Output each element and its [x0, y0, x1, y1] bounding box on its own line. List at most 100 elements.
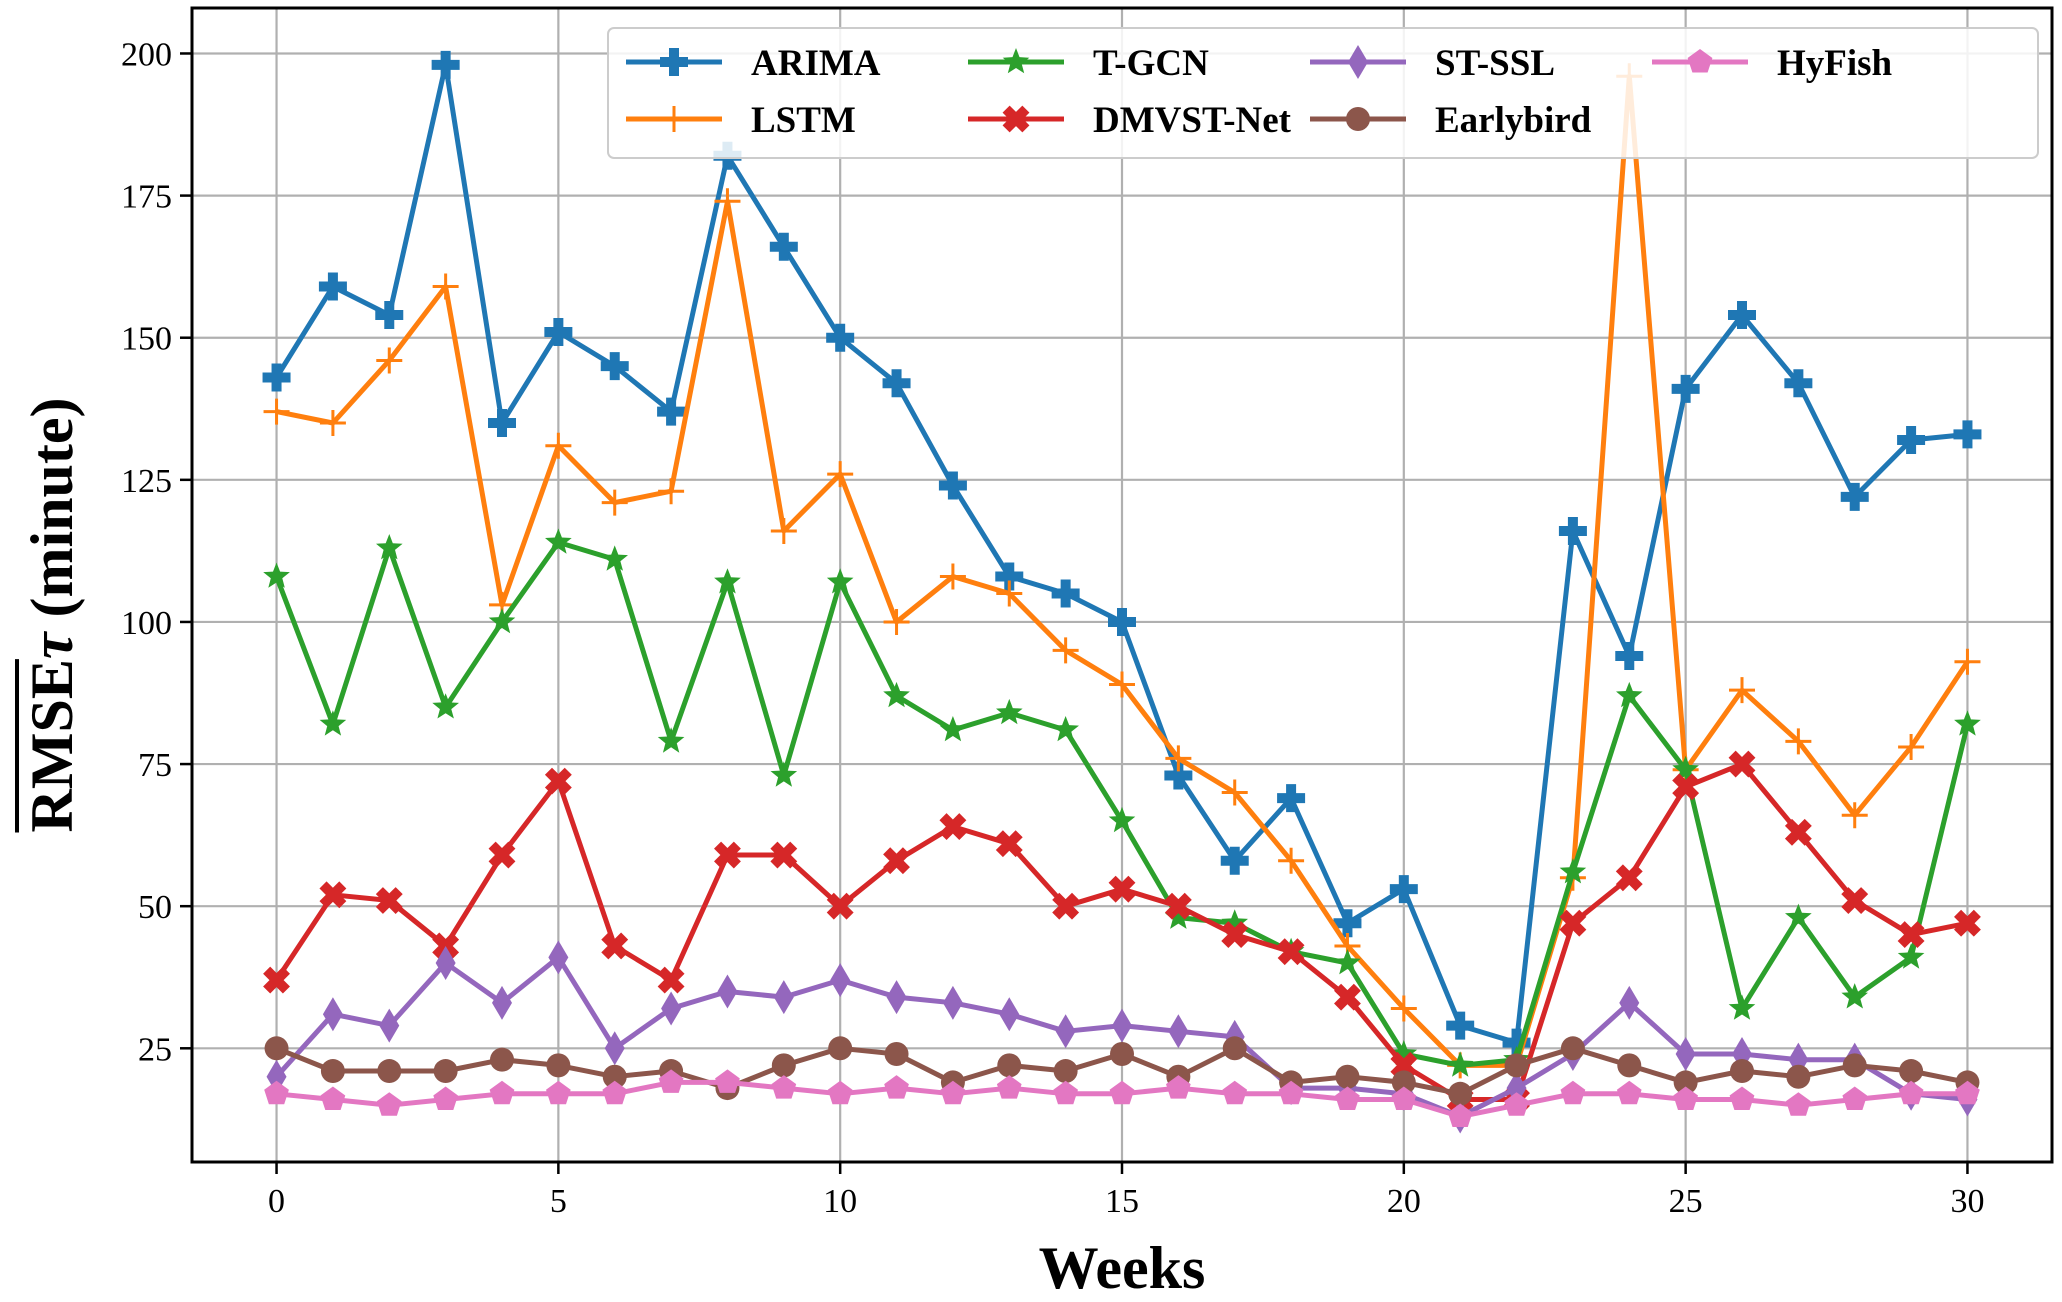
data-point-t-gcn	[1559, 858, 1587, 884]
data-point-dmvst-net	[939, 813, 967, 841]
data-point-dmvst-net	[319, 881, 347, 909]
data-point-lstm	[1109, 671, 1135, 698]
data-point-t-gcn	[1785, 903, 1812, 929]
data-point-earlybird	[546, 1053, 571, 1078]
data-point-hyfish	[715, 1069, 740, 1093]
data-point-hyfish	[1955, 1080, 1980, 1105]
data-point-t-gcn	[1165, 903, 1192, 929]
data-point-dmvst-net	[375, 887, 403, 914]
y-tick-label: 150	[121, 321, 172, 358]
data-point-dmvst-net	[995, 830, 1023, 858]
legend-label: HyFish	[1777, 43, 1893, 84]
data-point-hyfish	[996, 1075, 1022, 1099]
data-point-t-gcn	[714, 568, 741, 594]
data-point-st-ssl	[1675, 1036, 1696, 1071]
y-axis-title-subscript: τ	[19, 630, 85, 659]
data-point-lstm	[658, 478, 685, 505]
data-point-lstm	[883, 608, 910, 635]
data-point-hyfish	[1729, 1086, 1755, 1110]
data-point-t-gcn	[770, 761, 798, 787]
x-tick-label: 15	[1105, 1183, 1139, 1220]
data-point-arima	[262, 363, 291, 392]
legend-label: T-GCN	[1093, 43, 1209, 84]
data-point-dmvst-net	[544, 767, 572, 795]
data-point-arima	[1446, 1011, 1475, 1040]
data-point-earlybird	[1730, 1059, 1754, 1084]
data-point-t-gcn	[432, 693, 459, 719]
data-point-earlybird	[884, 1041, 909, 1066]
data-point-lstm	[601, 489, 628, 516]
data-point-arima	[1840, 482, 1869, 511]
data-point-st-ssl	[604, 1031, 625, 1066]
data-point-lstm	[319, 409, 346, 436]
data-point-hyfish	[1335, 1086, 1360, 1110]
legend-marker	[660, 48, 688, 76]
data-point-t-gcn	[1728, 994, 1756, 1020]
data-point-arima	[600, 352, 629, 381]
data-point-lstm	[545, 432, 572, 459]
data-point-t-gcn	[1616, 681, 1643, 708]
legend-marker	[1002, 48, 1030, 74]
data-point-lstm	[1729, 677, 1755, 704]
data-point-lstm	[1165, 745, 1192, 772]
svg-text:RMSEτ (minute): RMSEτ (minute)	[19, 398, 85, 833]
data-point-st-ssl	[717, 974, 738, 1009]
series-earlybird	[264, 1036, 1980, 1106]
data-point-hyfish	[1673, 1086, 1698, 1110]
data-point-dmvst-net	[1390, 1051, 1418, 1079]
data-point-arima	[1615, 642, 1644, 671]
data-point-lstm	[1278, 847, 1305, 874]
data-point-t-gcn	[319, 710, 347, 736]
series-hyfish	[264, 1069, 1980, 1127]
data-point-st-ssl	[548, 940, 569, 975]
legend-entry-t-gcn: T-GCN	[968, 43, 1209, 84]
data-point-dmvst-net	[1954, 909, 1981, 937]
x-tick-label: 10	[823, 1183, 857, 1220]
x-tick-label: 5	[550, 1183, 567, 1220]
data-point-lstm	[996, 580, 1023, 607]
legend-entry-earlybird: Earlybird	[1310, 100, 1592, 141]
legend-label: ARIMA	[751, 43, 881, 84]
data-point-t-gcn	[376, 534, 403, 560]
data-point-hyfish	[771, 1075, 797, 1099]
legend: ARIMA LSTM T-GCN DMVST-Net ST-SSL Earlybird Hy…	[607, 27, 2039, 159]
y-tick-label: 50	[138, 889, 172, 926]
data-point-earlybird	[1617, 1053, 1642, 1078]
data-point-earlybird	[997, 1053, 1022, 1078]
data-point-lstm	[1785, 728, 1812, 755]
data-point-dmvst-net	[1334, 983, 1361, 1011]
data-point-st-ssl	[999, 997, 1020, 1032]
data-point-st-ssl	[886, 980, 907, 1015]
data-point-lstm	[432, 273, 459, 300]
data-point-dmvst-net	[1164, 892, 1192, 920]
data-point-t-gcn	[1672, 755, 1699, 782]
data-point-hyfish	[1786, 1092, 1811, 1116]
data-point-earlybird	[1560, 1036, 1585, 1061]
data-point-arima	[1953, 420, 1982, 449]
data-point-dmvst-net	[1277, 938, 1305, 966]
data-point-dmvst-net	[826, 892, 854, 920]
data-point-arima	[431, 50, 460, 79]
data-point-t-gcn	[488, 608, 516, 634]
y-tick-label: 125	[121, 463, 172, 500]
data-point-earlybird	[1786, 1064, 1811, 1089]
legend-marker	[1687, 49, 1713, 73]
data-point-lstm	[1898, 734, 1925, 761]
data-point-t-gcn	[1221, 909, 1248, 935]
y-axis-title-unit: (minute)	[19, 398, 85, 633]
data-point-st-ssl	[661, 991, 682, 1026]
legend-entry-dmvst-net: DMVST-Net	[968, 100, 1292, 141]
data-point-dmvst-net	[770, 841, 798, 869]
data-point-dmvst-net	[1221, 921, 1249, 949]
data-point-dmvst-net	[657, 966, 685, 994]
data-point-t-gcn	[1446, 1051, 1474, 1077]
data-point-hyfish	[433, 1086, 458, 1110]
data-point-hyfish	[1166, 1075, 1191, 1099]
data-point-t-gcn	[545, 528, 572, 554]
data-point-lstm	[263, 398, 290, 425]
data-point-dmvst-net	[601, 932, 629, 960]
data-point-dmvst-net	[432, 932, 460, 960]
data-point-arima	[318, 272, 347, 301]
data-point-arima	[1784, 369, 1813, 398]
